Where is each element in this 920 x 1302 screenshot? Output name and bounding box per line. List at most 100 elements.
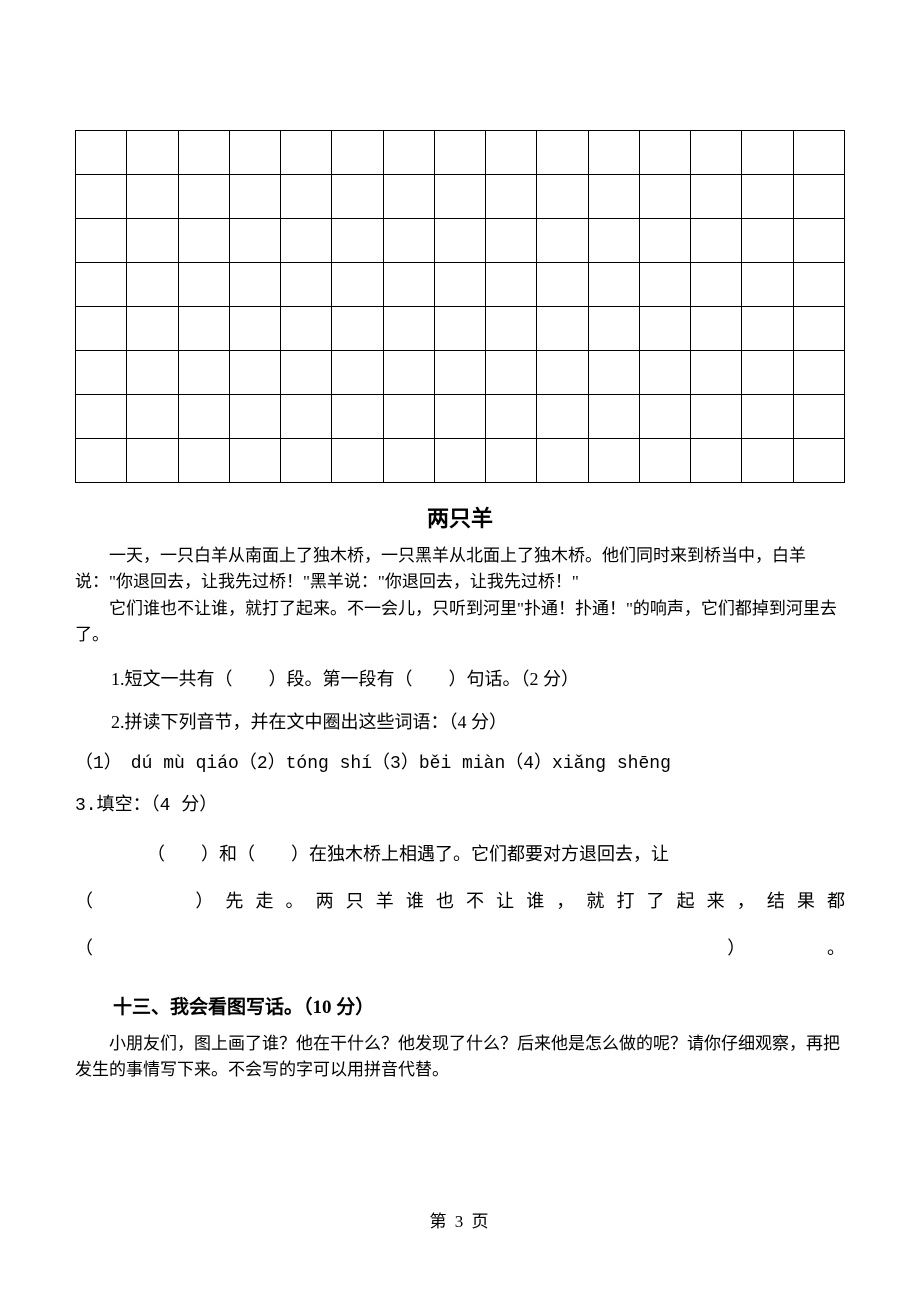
grid-cell xyxy=(76,439,127,483)
grid-cell xyxy=(332,263,383,307)
grid-cell xyxy=(332,131,383,175)
grid-cell xyxy=(434,439,485,483)
grid-cell xyxy=(639,175,690,219)
grid-cell xyxy=(281,175,332,219)
grid-cell xyxy=(691,395,742,439)
grid-cell xyxy=(793,395,844,439)
grid-cell xyxy=(76,263,127,307)
writing-grid xyxy=(75,130,845,483)
grid-cell xyxy=(281,307,332,351)
grid-cell xyxy=(281,131,332,175)
grid-cell xyxy=(793,219,844,263)
question-2: 2.拼读下列音节，并在文中圈出这些词语：（4 分） xyxy=(75,705,845,739)
grid-cell xyxy=(588,395,639,439)
grid-cell xyxy=(332,351,383,395)
grid-cell xyxy=(383,263,434,307)
grid-cell xyxy=(537,307,588,351)
grid-cell xyxy=(691,131,742,175)
grid-cell xyxy=(178,263,229,307)
grid-cell xyxy=(127,263,178,307)
grid-cell xyxy=(127,439,178,483)
grid-cell xyxy=(332,307,383,351)
grid-cell xyxy=(127,219,178,263)
grid-cell xyxy=(229,131,280,175)
grid-cell xyxy=(127,307,178,351)
grid-cell xyxy=(434,175,485,219)
grid-cell xyxy=(76,131,127,175)
grid-cell xyxy=(332,175,383,219)
grid-cell xyxy=(229,175,280,219)
grid-cell xyxy=(639,131,690,175)
grid-cell xyxy=(691,307,742,351)
grid-cell xyxy=(639,263,690,307)
worksheet-page: 两只羊 一天，一只白羊从南面上了独木桥，一只黑羊从北面上了独木桥。他们同时来到桥… xyxy=(0,0,920,1083)
grid-cell xyxy=(76,395,127,439)
grid-cell xyxy=(383,175,434,219)
grid-cell xyxy=(229,351,280,395)
grid-cell xyxy=(691,439,742,483)
grid-cell xyxy=(383,131,434,175)
grid-cell xyxy=(691,351,742,395)
question-1: 1.短文一共有（ ）段。第一段有（ ）句话。（2 分） xyxy=(75,662,845,696)
grid-cell xyxy=(229,439,280,483)
grid-cell xyxy=(742,307,793,351)
passage-paragraph: 一天，一只白羊从南面上了独木桥，一只黑羊从北面上了独木桥。他们同时来到桥当中，白… xyxy=(75,543,845,596)
grid-cell xyxy=(486,439,537,483)
grid-cell xyxy=(332,439,383,483)
grid-cell xyxy=(281,439,332,483)
grid-cell xyxy=(281,351,332,395)
grid-cell xyxy=(486,175,537,219)
grid-cell xyxy=(486,307,537,351)
grid-cell xyxy=(178,307,229,351)
grid-cell xyxy=(178,395,229,439)
grid-cell xyxy=(76,307,127,351)
grid-cell xyxy=(383,395,434,439)
grid-cell xyxy=(127,131,178,175)
grid-cell xyxy=(229,395,280,439)
grid-cell xyxy=(793,131,844,175)
grid-cell xyxy=(383,307,434,351)
question-3-fill: （ ）和（ ）在独木桥上相遇了。它们都要对方退回去，让 （ ）先走。两只羊谁也不… xyxy=(75,831,845,971)
grid-cell xyxy=(537,175,588,219)
grid-cell xyxy=(127,175,178,219)
page-number: 第 3 页 xyxy=(0,1207,920,1232)
grid-cell xyxy=(76,219,127,263)
grid-cell xyxy=(588,351,639,395)
grid-cell xyxy=(178,175,229,219)
grid-cell xyxy=(178,351,229,395)
grid-cell xyxy=(486,219,537,263)
grid-cell xyxy=(639,351,690,395)
question-3-label: 3.填空：（4 分） xyxy=(75,789,845,823)
grid-cell xyxy=(332,219,383,263)
grid-cell xyxy=(537,219,588,263)
section-13-instruction: 小朋友们，图上画了谁？他在干什么？他发现了什么？后来他是怎么做的呢？请你仔细观察… xyxy=(75,1031,845,1084)
grid-cell xyxy=(537,395,588,439)
fill-line: （ ）先走。两只羊谁也不让谁，就打了起来，结果都 xyxy=(75,878,845,925)
grid-cell xyxy=(537,263,588,307)
grid-cell xyxy=(332,395,383,439)
grid-cell xyxy=(793,351,844,395)
grid-cell xyxy=(486,351,537,395)
grid-cell xyxy=(383,439,434,483)
section-13-title: 十三、我会看图写话。（10 分） xyxy=(75,992,845,1019)
grid-cell xyxy=(639,439,690,483)
grid-cell xyxy=(537,131,588,175)
grid-cell xyxy=(742,263,793,307)
grid-cell xyxy=(588,175,639,219)
grid-cell xyxy=(486,131,537,175)
grid-cell xyxy=(281,219,332,263)
grid-cell xyxy=(742,175,793,219)
grid-cell xyxy=(486,395,537,439)
passage-paragraph: 它们谁也不让谁，就打了起来。不一会儿，只听到河里"扑通！扑通！"的响声，它们都掉… xyxy=(75,596,845,649)
reading-passage: 一天，一只白羊从南面上了独木桥，一只黑羊从北面上了独木桥。他们同时来到桥当中，白… xyxy=(75,543,845,648)
grid-cell xyxy=(742,131,793,175)
grid-cell xyxy=(178,439,229,483)
grid-cell xyxy=(229,263,280,307)
reading-title: 两只羊 xyxy=(75,501,845,533)
grid-cell xyxy=(383,219,434,263)
grid-cell xyxy=(127,395,178,439)
grid-cell xyxy=(229,307,280,351)
grid-cell xyxy=(588,263,639,307)
instruction-text: 小朋友们，图上画了谁？他在干什么？他发现了什么？后来他是怎么做的呢？请你仔细观察… xyxy=(75,1031,845,1084)
grid-cell xyxy=(742,395,793,439)
